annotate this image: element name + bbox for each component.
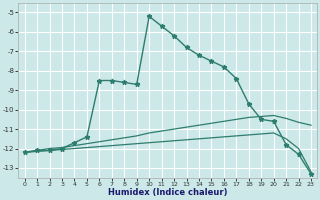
- X-axis label: Humidex (Indice chaleur): Humidex (Indice chaleur): [108, 188, 228, 197]
